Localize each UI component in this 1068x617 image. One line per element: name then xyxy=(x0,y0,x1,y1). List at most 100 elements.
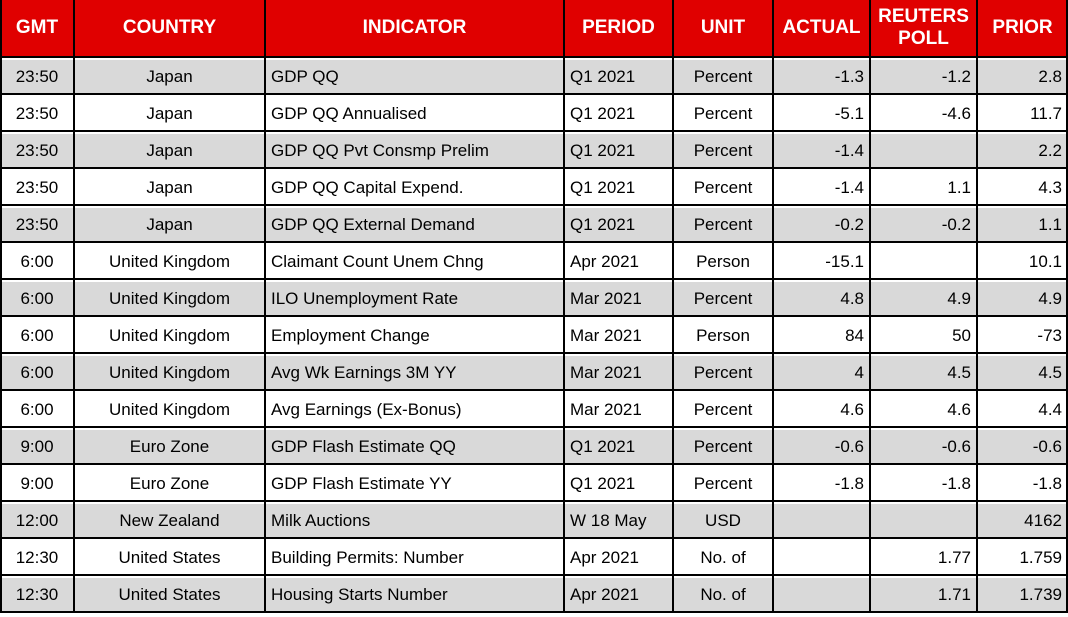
cell-country: United Kingdom xyxy=(74,393,265,428)
cell-indicator: GDP QQ Annualised xyxy=(265,97,564,132)
cell-reuters_poll xyxy=(870,504,977,539)
cell-indicator: Claimant Count Unem Chng xyxy=(265,245,564,280)
header-row: GMT COUNTRY INDICATOR PERIOD UNIT ACTUAL REUTE… xyxy=(0,0,1068,58)
table-row: 6:00 United Kingdom Employment Change Mar 2… xyxy=(0,319,1068,354)
cell-reuters_poll: -1.8 xyxy=(870,467,977,502)
cell-reuters_poll: 1.71 xyxy=(870,578,977,613)
cell-period: Mar 2021 xyxy=(564,393,673,428)
cell-unit: Percent xyxy=(673,430,773,465)
cell-actual: 4.8 xyxy=(773,282,870,317)
table-row: 6:00 United Kingdom ILO Unemployment Rate M… xyxy=(0,282,1068,317)
cell-country: Japan xyxy=(74,60,265,95)
cell-prior: -73 xyxy=(977,319,1068,354)
cell-country: United States xyxy=(74,541,265,576)
cell-unit: Percent xyxy=(673,208,773,243)
cell-gmt: 6:00 xyxy=(0,245,74,280)
cell-gmt: 6:00 xyxy=(0,282,74,317)
cell-gmt: 23:50 xyxy=(0,171,74,206)
table-row: 9:00 Euro Zone GDP Flash Estimate YY Q1 202… xyxy=(0,467,1068,502)
cell-indicator: GDP Flash Estimate QQ xyxy=(265,430,564,465)
cell-period: Q1 2021 xyxy=(564,97,673,132)
cell-prior: 10.1 xyxy=(977,245,1068,280)
cell-prior: 4.5 xyxy=(977,356,1068,391)
column-header-prior: PRIOR xyxy=(977,0,1068,58)
cell-prior: 2.8 xyxy=(977,60,1068,95)
cell-unit: Percent xyxy=(673,282,773,317)
cell-prior: -0.6 xyxy=(977,430,1068,465)
cell-actual: 4 xyxy=(773,356,870,391)
cell-period: Mar 2021 xyxy=(564,282,673,317)
table-row: 12:00 New Zealand Milk Auctions W 18 May USD… xyxy=(0,504,1068,539)
cell-gmt: 9:00 xyxy=(0,467,74,502)
cell-gmt: 12:00 xyxy=(0,504,74,539)
cell-actual xyxy=(773,578,870,613)
cell-actual: -15.1 xyxy=(773,245,870,280)
cell-actual: -1.8 xyxy=(773,467,870,502)
cell-period: Q1 2021 xyxy=(564,467,673,502)
cell-reuters_poll xyxy=(870,134,977,169)
cell-gmt: 12:30 xyxy=(0,578,74,613)
cell-indicator: GDP QQ Capital Expend. xyxy=(265,171,564,206)
cell-prior: 1.739 xyxy=(977,578,1068,613)
cell-gmt: 9:00 xyxy=(0,430,74,465)
cell-country: Japan xyxy=(74,171,265,206)
cell-period: Q1 2021 xyxy=(564,208,673,243)
cell-reuters_poll: 4.5 xyxy=(870,356,977,391)
cell-actual: -1.4 xyxy=(773,171,870,206)
cell-country: United Kingdom xyxy=(74,282,265,317)
table-row: 12:30 United States Building Permits: Numb… xyxy=(0,541,1068,576)
cell-indicator: Milk Auctions xyxy=(265,504,564,539)
cell-country: Euro Zone xyxy=(74,467,265,502)
column-header-reuters_poll: REUTERS POLL xyxy=(870,0,977,58)
table-body: 23:50 Japan GDP QQ Q1 2021 Percent -1.3 -1.2 2.… xyxy=(0,60,1068,613)
cell-prior: 2.2 xyxy=(977,134,1068,169)
cell-period: Mar 2021 xyxy=(564,319,673,354)
cell-unit: Percent xyxy=(673,356,773,391)
cell-prior: 11.7 xyxy=(977,97,1068,132)
table-row: 6:00 United Kingdom Avg Earnings (Ex-Bonus… xyxy=(0,393,1068,428)
cell-period: Q1 2021 xyxy=(564,134,673,169)
cell-reuters_poll: 1.77 xyxy=(870,541,977,576)
cell-prior: 4.9 xyxy=(977,282,1068,317)
cell-reuters_poll: 50 xyxy=(870,319,977,354)
cell-indicator: Building Permits: Number xyxy=(265,541,564,576)
cell-period: Apr 2021 xyxy=(564,578,673,613)
cell-actual: 84 xyxy=(773,319,870,354)
cell-unit: Percent xyxy=(673,60,773,95)
cell-actual: -0.2 xyxy=(773,208,870,243)
cell-unit: Percent xyxy=(673,467,773,502)
column-header-country: COUNTRY xyxy=(74,0,265,58)
cell-country: United Kingdom xyxy=(74,356,265,391)
cell-prior: 4162 xyxy=(977,504,1068,539)
cell-country: United Kingdom xyxy=(74,245,265,280)
cell-reuters_poll: -1.2 xyxy=(870,60,977,95)
cell-period: Q1 2021 xyxy=(564,171,673,206)
cell-gmt: 23:50 xyxy=(0,134,74,169)
cell-actual: 4.6 xyxy=(773,393,870,428)
table-row: 23:50 Japan GDP QQ Capital Expend. Q1 2021 P… xyxy=(0,171,1068,206)
cell-gmt: 12:30 xyxy=(0,541,74,576)
table-row: 23:50 Japan GDP QQ Annualised Q1 2021 Percen… xyxy=(0,97,1068,132)
cell-unit: Percent xyxy=(673,134,773,169)
cell-reuters_poll xyxy=(870,245,977,280)
cell-period: Apr 2021 xyxy=(564,541,673,576)
cell-indicator: Employment Change xyxy=(265,319,564,354)
cell-indicator: Housing Starts Number xyxy=(265,578,564,613)
cell-period: Mar 2021 xyxy=(564,356,673,391)
cell-unit: Percent xyxy=(673,171,773,206)
cell-actual: -1.3 xyxy=(773,60,870,95)
cell-reuters_poll: 1.1 xyxy=(870,171,977,206)
cell-country: Euro Zone xyxy=(74,430,265,465)
cell-prior: -1.8 xyxy=(977,467,1068,502)
column-header-gmt: GMT xyxy=(0,0,74,58)
table-row: 23:50 Japan GDP QQ External Demand Q1 2021 P… xyxy=(0,208,1068,243)
cell-reuters_poll: -0.2 xyxy=(870,208,977,243)
cell-gmt: 23:50 xyxy=(0,60,74,95)
cell-gmt: 6:00 xyxy=(0,356,74,391)
table-row: 6:00 United Kingdom Avg Wk Earnings 3M YY M… xyxy=(0,356,1068,391)
cell-country: United Kingdom xyxy=(74,319,265,354)
cell-prior: 4.3 xyxy=(977,171,1068,206)
cell-reuters_poll: -4.6 xyxy=(870,97,977,132)
cell-unit: Person xyxy=(673,319,773,354)
